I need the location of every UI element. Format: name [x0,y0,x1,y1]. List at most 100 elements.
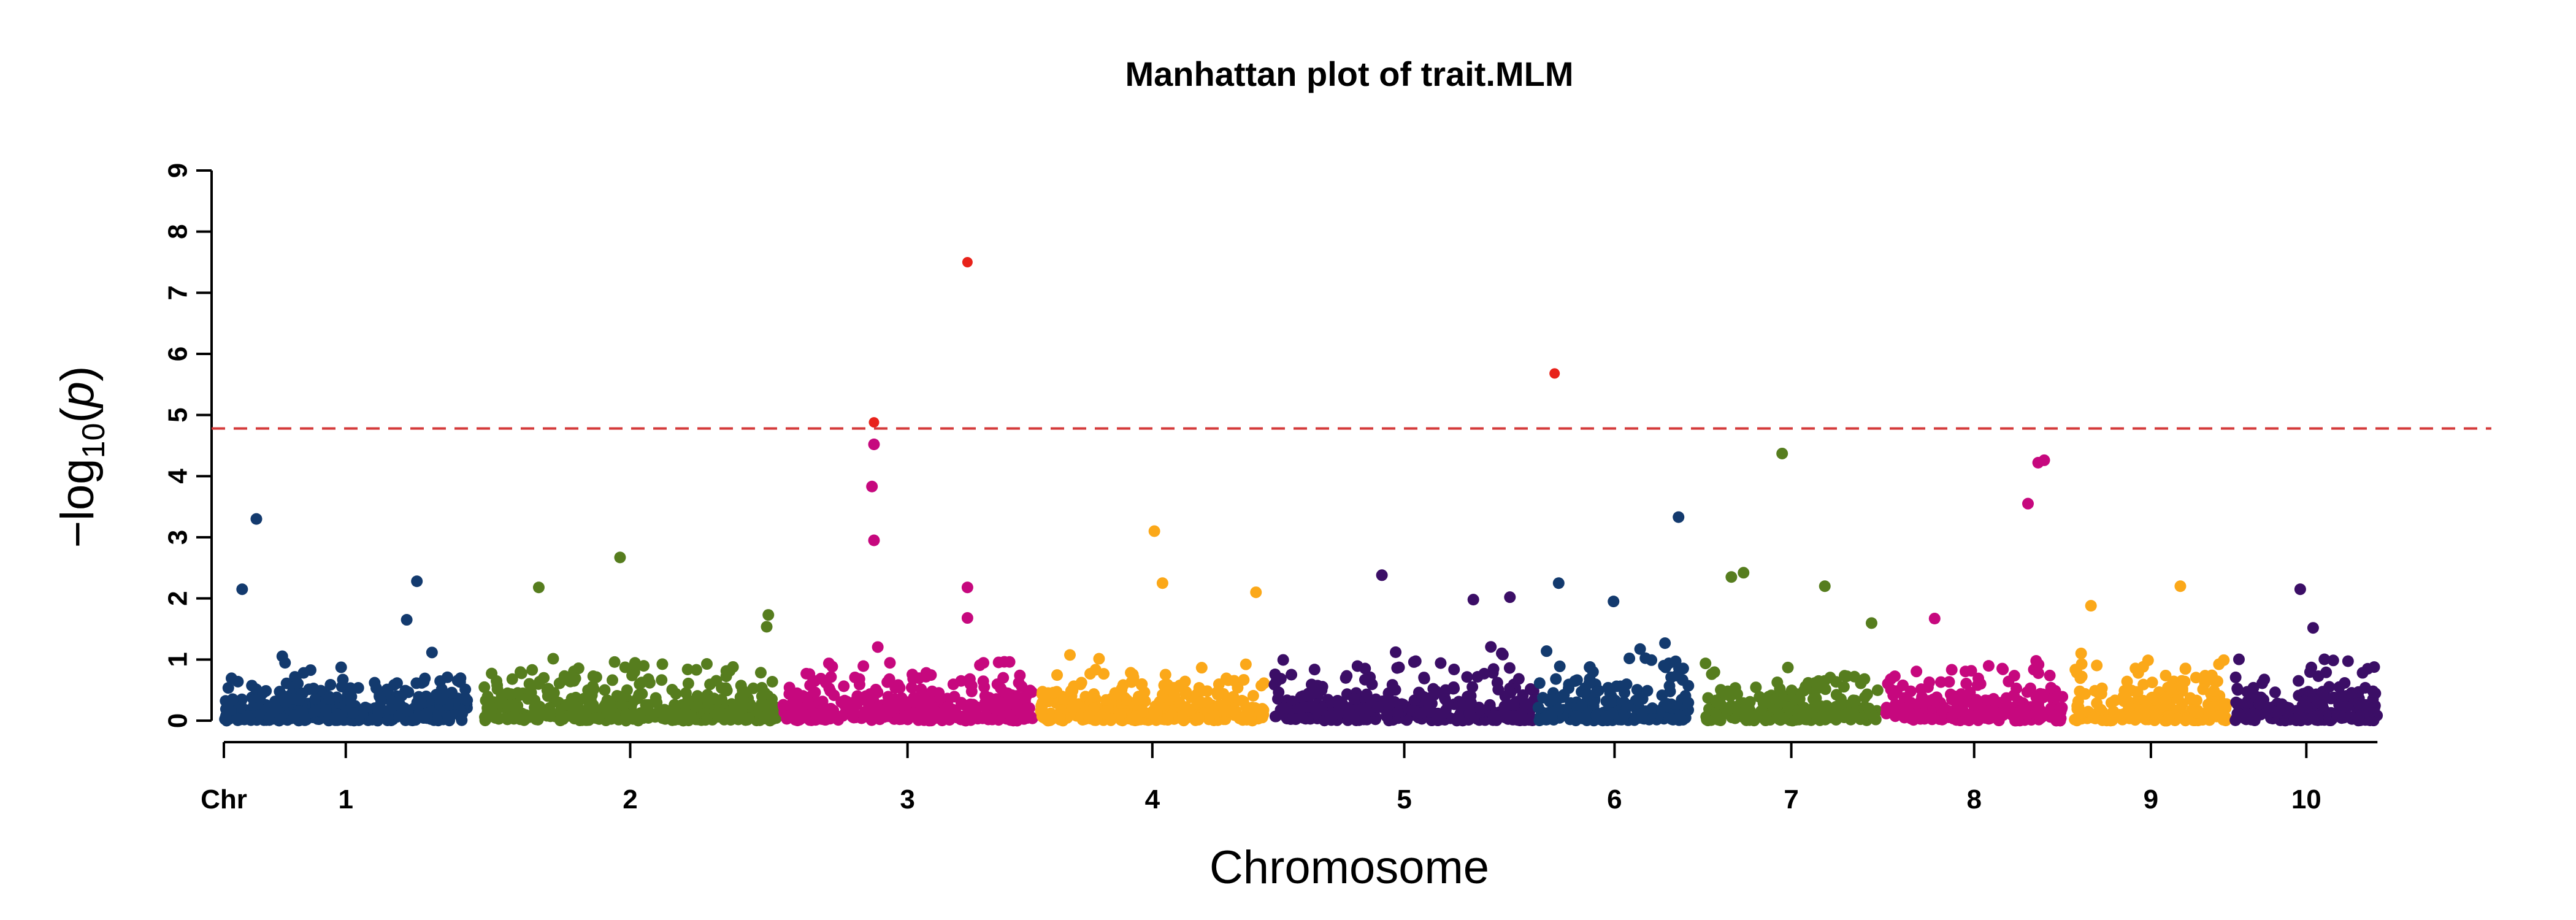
snp-point [2191,707,2204,719]
snp-point [1933,713,1945,726]
snp-point [2033,658,2045,670]
snp-point [1602,681,1614,694]
snp-point [766,675,778,688]
snp-point [788,699,800,711]
data-points [219,439,2383,727]
y-axis-label-var: p [52,381,104,408]
snp-point [2293,675,2305,687]
snp-point [611,689,623,702]
snp-point [1127,671,1140,683]
snp-point [1583,677,1595,689]
snp-point [853,678,865,691]
snp-point [1512,673,1525,685]
snp-point [1865,617,1877,629]
snp-point [335,661,347,673]
snp-point [1336,697,1348,709]
snp-point [1588,695,1600,707]
snp-point [2327,654,2339,667]
snp-point [299,714,311,726]
snp-point [2134,704,2147,716]
snp-point [1639,652,1652,664]
snp-point [2034,688,2047,700]
snp-point [1211,688,1224,700]
snp-point [2234,708,2246,721]
snp-point [914,710,927,723]
snp-point [1790,714,1802,726]
snp-point [1047,686,1059,699]
snp-point [1121,694,1133,706]
snp-point [1855,677,1867,689]
snp-point [2126,684,2138,697]
x-tick-label-chr-2: 2 [623,784,637,815]
snp-point [292,678,304,690]
snp-point [1131,694,1143,707]
x-tick-label-chr-9: 9 [2144,784,2158,815]
snp-point [656,658,669,670]
snp-point [1974,678,1987,690]
snp-point [2121,675,2133,688]
snp-point [2057,691,2069,703]
snp-point [410,677,423,689]
snp-point [394,699,406,711]
snp-point [924,711,937,723]
snp-point [1307,700,1319,712]
snp-point [569,672,581,684]
snp-point [1964,686,1976,699]
snp-point [783,681,795,694]
snp-point [1636,708,1649,720]
snp-point [279,697,291,709]
snp-point [2353,711,2365,723]
snp-point [547,653,559,665]
snp-point [1014,707,1027,719]
snp-point [747,682,759,694]
significant-snp-point [868,417,880,428]
snp-point [1463,707,1476,719]
snp-point [220,710,232,723]
snp-point [402,705,414,717]
snp-point [700,658,713,670]
snp-point [486,667,498,680]
snp-point [501,713,513,726]
snp-point [2337,711,2349,724]
snp-point [2056,702,2068,714]
snp-point [2298,695,2310,707]
snp-point [436,693,448,705]
snp-point [2022,497,2034,510]
chromosome-8-points [1880,454,2069,727]
snp-point [1240,658,1252,670]
snp-point [1005,714,1018,726]
snp-point [1709,694,1722,707]
chromosome-10-points [2229,583,2383,727]
snp-point [873,703,885,715]
snp-point [391,677,403,689]
snp-point [1533,677,1546,689]
snp-point [1774,696,1786,708]
snp-point [907,669,919,681]
snp-point [2160,669,2172,681]
snp-point [1098,668,1110,680]
snp-point [1641,684,1654,697]
snp-point [955,712,967,724]
y-tick-label: 1 [163,652,193,667]
snp-point [250,513,263,525]
snp-point [2174,580,2187,592]
snp-point [1435,657,1447,669]
x-axis: Chr 1 2 3 4 5 6 7 8 9 10 [201,741,2378,815]
snp-point [724,714,737,726]
snp-point [754,667,767,679]
snp-point [1776,447,1788,459]
snp-point [2275,698,2288,710]
snp-point [1135,679,1148,691]
snp-point [1715,684,1727,696]
snp-point [1771,677,1784,689]
snp-point [629,657,641,669]
snp-point [1347,711,1359,723]
snp-point [2176,683,2188,695]
y-axis-label-subscript: 10 [76,423,112,459]
snp-point [523,678,535,690]
snp-point [2075,647,2087,659]
snp-point [504,699,516,711]
snp-point [882,691,894,703]
snp-point [1520,698,1533,710]
